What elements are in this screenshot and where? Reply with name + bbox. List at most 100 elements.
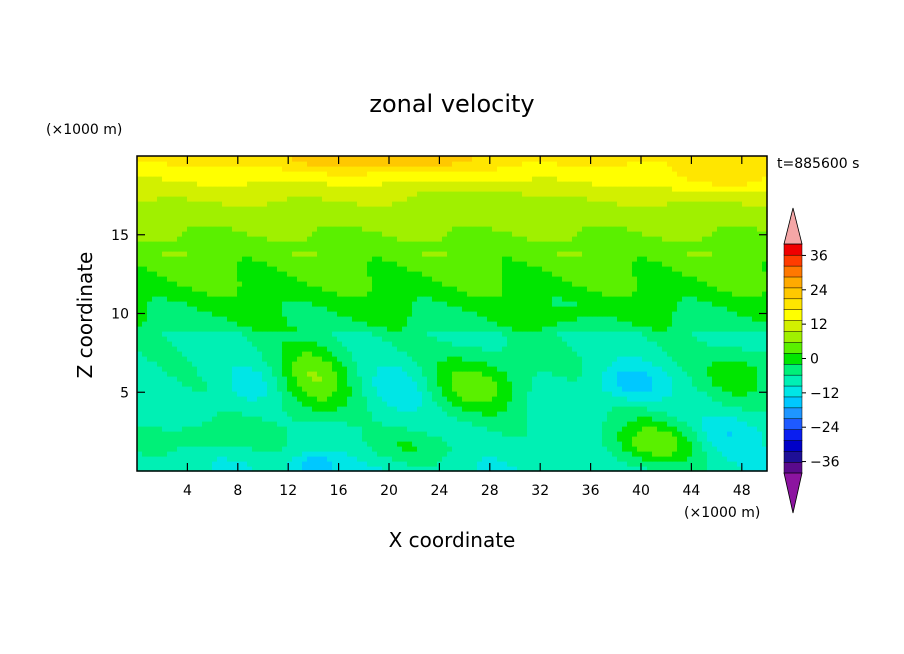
field-cell xyxy=(677,391,683,397)
field-cell xyxy=(297,351,303,357)
field-cell xyxy=(332,411,338,417)
field-cell xyxy=(282,301,288,307)
field-cell xyxy=(682,406,688,412)
field-cell xyxy=(622,366,628,372)
field-cell xyxy=(447,451,453,457)
field-cell xyxy=(142,281,148,287)
field-cell xyxy=(327,451,333,457)
field-cell xyxy=(422,446,428,452)
field-cell xyxy=(147,316,153,322)
field-cell xyxy=(607,291,613,297)
field-cell xyxy=(192,461,198,467)
field-cell xyxy=(647,436,653,442)
field-cell xyxy=(587,421,593,427)
field-cell xyxy=(212,441,218,447)
field-cell xyxy=(167,396,173,402)
field-cell xyxy=(632,451,638,457)
field-cell xyxy=(417,276,423,282)
field-cell xyxy=(632,311,638,317)
field-cell xyxy=(307,451,313,457)
field-cell xyxy=(657,401,663,407)
field-cell xyxy=(602,346,608,352)
field-cell xyxy=(507,386,513,392)
field-cell xyxy=(532,411,538,417)
field-cell xyxy=(202,461,208,467)
field-cell xyxy=(542,386,548,392)
field-cell xyxy=(142,356,148,362)
field-cell xyxy=(352,326,358,332)
field-cell xyxy=(267,311,273,317)
field-cell xyxy=(617,336,623,342)
field-cell xyxy=(192,456,198,462)
field-cell xyxy=(687,366,693,372)
field-cell xyxy=(627,401,633,407)
field-cell xyxy=(487,291,493,297)
field-cell xyxy=(692,281,698,287)
field-cell xyxy=(497,341,503,347)
field-cell xyxy=(517,336,523,342)
field-cell xyxy=(737,316,743,322)
field-cell xyxy=(607,426,613,432)
field-cell xyxy=(642,336,648,342)
field-cell xyxy=(602,331,608,337)
field-cell xyxy=(197,431,203,437)
field-cell xyxy=(617,396,623,402)
field-cell xyxy=(757,446,763,452)
field-cell xyxy=(702,331,708,337)
field-cell xyxy=(732,276,738,282)
field-cell xyxy=(317,301,323,307)
field-cell xyxy=(727,361,733,367)
field-cell xyxy=(652,351,658,357)
field-cell xyxy=(457,366,463,372)
field-cell xyxy=(737,281,743,287)
field-cell xyxy=(692,431,698,437)
field-cell xyxy=(347,311,353,317)
field-cell xyxy=(357,356,363,362)
field-cell xyxy=(747,426,753,432)
field-cell xyxy=(467,446,473,452)
field-cell xyxy=(172,321,178,327)
field-cell xyxy=(242,331,248,337)
field-cell xyxy=(272,371,278,377)
field-cell xyxy=(482,346,488,352)
field-cell xyxy=(317,276,323,282)
field-cell xyxy=(202,451,208,457)
field-cell xyxy=(222,311,228,317)
field-cell xyxy=(572,296,578,302)
field-cell xyxy=(477,461,483,467)
field-cell xyxy=(367,316,373,322)
field-cell xyxy=(762,431,768,437)
field-cell xyxy=(562,341,568,347)
field-cell xyxy=(257,276,263,282)
field-cell xyxy=(757,361,763,367)
field-cell xyxy=(637,376,643,382)
field-cell xyxy=(507,416,513,422)
field-cell xyxy=(532,376,538,382)
field-cell xyxy=(157,306,163,312)
field-cell xyxy=(377,461,383,467)
field-cell xyxy=(497,311,503,317)
field-cell xyxy=(562,431,568,437)
field-cell xyxy=(517,411,523,417)
field-cell xyxy=(632,431,638,437)
field-cell xyxy=(232,286,238,292)
field-cell xyxy=(252,446,258,452)
field-cell xyxy=(562,401,568,407)
field-cell xyxy=(572,456,578,462)
field-cell xyxy=(727,406,733,412)
field-cell xyxy=(327,286,333,292)
field-cell xyxy=(302,366,308,372)
field-cell xyxy=(402,306,408,312)
field-cell xyxy=(502,386,508,392)
field-cell xyxy=(577,346,583,352)
field-cell xyxy=(197,426,203,432)
field-cell xyxy=(742,311,748,317)
field-cell xyxy=(702,396,708,402)
field-cell xyxy=(212,451,218,457)
field-cell xyxy=(317,401,323,407)
field-cell xyxy=(617,366,623,372)
field-cell xyxy=(657,331,663,337)
field-cell xyxy=(267,331,273,337)
field-cell xyxy=(517,406,523,412)
field-cell xyxy=(427,361,433,367)
